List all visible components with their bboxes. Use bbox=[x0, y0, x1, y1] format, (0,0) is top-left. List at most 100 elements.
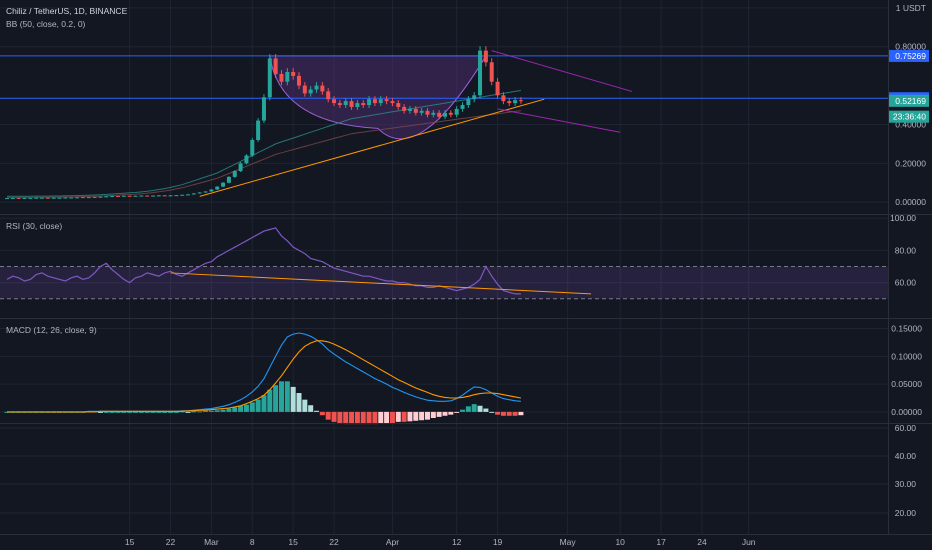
candle-body[interactable] bbox=[402, 106, 407, 111]
macd-histogram-bar[interactable] bbox=[197, 411, 203, 413]
macd-histogram-bar[interactable] bbox=[314, 410, 320, 412]
rsi-pane[interactable] bbox=[0, 227, 888, 300]
macd-histogram-bar[interactable] bbox=[454, 411, 460, 413]
candle-body[interactable] bbox=[466, 99, 471, 106]
candle-body[interactable] bbox=[238, 163, 243, 172]
candle-body[interactable] bbox=[314, 85, 319, 90]
macd-histogram-bar[interactable] bbox=[208, 410, 214, 412]
candle-body[interactable] bbox=[80, 197, 85, 199]
candle-body[interactable] bbox=[45, 197, 50, 199]
macd-histogram-bar[interactable] bbox=[372, 411, 378, 425]
candle-body[interactable] bbox=[215, 186, 220, 190]
macd-histogram-bar[interactable] bbox=[436, 411, 442, 417]
candle-body[interactable] bbox=[139, 195, 144, 197]
candle-body[interactable] bbox=[332, 99, 337, 104]
candle-body[interactable] bbox=[244, 155, 249, 164]
candle-body[interactable] bbox=[209, 189, 214, 192]
candle-body[interactable] bbox=[10, 197, 15, 199]
macd-histogram-bar[interactable] bbox=[483, 408, 489, 412]
macd-histogram-bar[interactable] bbox=[401, 411, 407, 422]
macd-histogram-bar[interactable] bbox=[238, 405, 244, 412]
candle-body[interactable] bbox=[197, 192, 202, 194]
candle-body[interactable] bbox=[419, 110, 424, 113]
candle-body[interactable] bbox=[110, 195, 115, 197]
macd-histogram-bar[interactable] bbox=[226, 408, 232, 412]
macd-histogram-bar[interactable] bbox=[477, 405, 483, 412]
candle-body[interactable] bbox=[156, 195, 161, 197]
candle-body[interactable] bbox=[355, 103, 360, 107]
macd-histogram-bar[interactable] bbox=[395, 411, 401, 422]
macd-histogram-bar[interactable] bbox=[407, 411, 413, 422]
candle-body[interactable] bbox=[69, 197, 74, 199]
candle-body[interactable] bbox=[34, 197, 39, 199]
macd-histogram-bar[interactable] bbox=[144, 411, 150, 413]
macd-histogram-bar[interactable] bbox=[518, 411, 524, 416]
macd-histogram-bar[interactable] bbox=[150, 411, 156, 413]
candle-body[interactable] bbox=[297, 75, 301, 86]
candle-body[interactable] bbox=[507, 101, 512, 104]
macd-histogram-bar[interactable] bbox=[127, 411, 133, 413]
macd-histogram-bar[interactable] bbox=[232, 407, 238, 412]
candle-body[interactable] bbox=[361, 103, 366, 106]
candle-body[interactable] bbox=[448, 112, 453, 115]
candle-body[interactable] bbox=[291, 72, 296, 76]
candle-body[interactable] bbox=[495, 81, 500, 96]
macd-histogram-bar[interactable] bbox=[255, 399, 261, 412]
candle-body[interactable] bbox=[384, 99, 389, 102]
macd-histogram-bar[interactable] bbox=[465, 406, 471, 412]
candle-body[interactable] bbox=[437, 112, 442, 117]
macd-histogram-bar[interactable] bbox=[156, 411, 162, 413]
macd-histogram-bar[interactable] bbox=[489, 411, 495, 413]
candle-body[interactable] bbox=[191, 193, 196, 195]
signal-line[interactable] bbox=[7, 340, 522, 413]
candle-body[interactable] bbox=[285, 72, 290, 82]
macd-histogram-bar[interactable] bbox=[308, 405, 314, 412]
macd-histogram-bar[interactable] bbox=[389, 411, 395, 423]
candle-body[interactable] bbox=[261, 97, 266, 121]
candle-body[interactable] bbox=[168, 195, 173, 197]
candle-body[interactable] bbox=[396, 103, 401, 107]
candle-body[interactable] bbox=[162, 195, 167, 197]
macd-histogram-bar[interactable] bbox=[138, 411, 144, 413]
macd-histogram-bar[interactable] bbox=[331, 411, 337, 422]
candle-body[interactable] bbox=[28, 197, 33, 199]
candle-body[interactable] bbox=[343, 101, 348, 106]
candle-body[interactable] bbox=[443, 112, 447, 117]
candle-body[interactable] bbox=[16, 197, 21, 199]
candle-body[interactable] bbox=[226, 176, 231, 183]
candle-body[interactable] bbox=[86, 197, 91, 199]
price-pane[interactable] bbox=[0, 46, 888, 200]
candle-body[interactable] bbox=[57, 197, 62, 199]
candle-body[interactable] bbox=[372, 99, 377, 104]
macd-histogram-bar[interactable] bbox=[495, 411, 501, 415]
macd-histogram-bar[interactable] bbox=[448, 411, 454, 415]
macd-histogram-bar[interactable] bbox=[278, 381, 284, 412]
macd-histogram-bar[interactable] bbox=[337, 411, 343, 423]
rsi-line[interactable] bbox=[6, 227, 521, 295]
candle-body[interactable] bbox=[425, 110, 430, 115]
candle-body[interactable] bbox=[51, 197, 56, 199]
candle-body[interactable] bbox=[133, 195, 138, 197]
candle-body[interactable] bbox=[232, 171, 237, 177]
candle-body[interactable] bbox=[127, 195, 132, 197]
macd-histogram-bar[interactable] bbox=[290, 386, 296, 412]
macd-histogram-bar[interactable] bbox=[267, 389, 273, 412]
candle-body[interactable] bbox=[308, 89, 313, 94]
macd-histogram-bar[interactable] bbox=[103, 411, 109, 413]
candle-body[interactable] bbox=[349, 101, 354, 107]
rsi-trendline[interactable] bbox=[170, 272, 592, 295]
macd-histogram-bar[interactable] bbox=[319, 411, 325, 416]
macd-histogram-bar[interactable] bbox=[430, 411, 436, 418]
macd-histogram-bar[interactable] bbox=[115, 411, 121, 413]
macd-histogram-bar[interactable] bbox=[343, 411, 349, 425]
candle-body[interactable] bbox=[186, 194, 191, 196]
candle-body[interactable] bbox=[489, 62, 494, 82]
macd-histogram-bar[interactable] bbox=[302, 399, 308, 412]
candle-body[interactable] bbox=[413, 108, 418, 113]
macd-histogram-bar[interactable] bbox=[173, 411, 179, 413]
candle-body[interactable] bbox=[98, 196, 103, 198]
candle-body[interactable] bbox=[75, 197, 80, 199]
candle-body[interactable] bbox=[513, 100, 518, 104]
macd-histogram-bar[interactable] bbox=[384, 411, 390, 423]
